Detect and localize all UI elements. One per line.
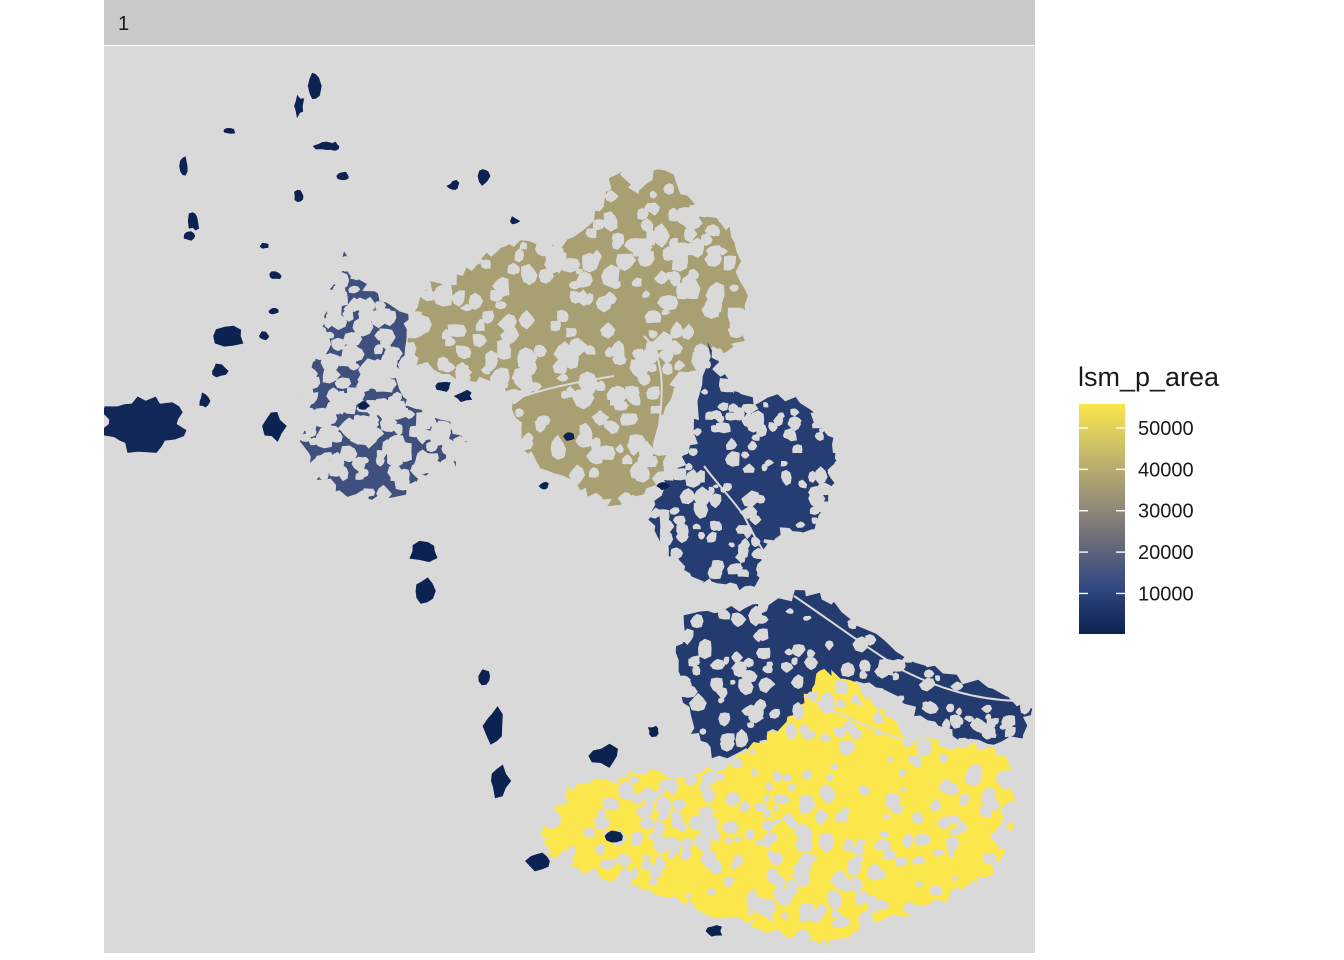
east-river-patch-gaps xyxy=(649,360,846,580)
road-line xyxy=(523,375,615,397)
legend-title: lsm_p_area xyxy=(1078,362,1220,392)
facet-strip: 1 xyxy=(104,0,1035,45)
road-line xyxy=(803,695,925,747)
legend: lsm_p_area 10000 20000 30000 40000 50000 xyxy=(1078,362,1318,652)
road-line xyxy=(643,335,663,427)
colorbar-tick-label: 30000 xyxy=(1138,501,1194,523)
legend-colorbar: 10000 20000 30000 40000 50000 xyxy=(1079,404,1194,634)
colorbar-tick-label: 10000 xyxy=(1138,583,1194,605)
colorbar-tick-label: 50000 xyxy=(1138,418,1194,440)
map-panel xyxy=(104,46,1035,953)
north-central-patch-gaps xyxy=(403,183,749,505)
colorbar-gradient xyxy=(1079,404,1125,634)
colorbar-ticks: 10000 20000 30000 40000 50000 xyxy=(1079,418,1194,605)
colorbar-tick-label: 40000 xyxy=(1138,459,1194,481)
facet-label: 1 xyxy=(118,13,130,35)
road-line xyxy=(703,465,785,577)
west-central-patch-gaps xyxy=(294,256,469,503)
colorbar-tick-label: 20000 xyxy=(1138,542,1194,564)
far-west-patch xyxy=(104,396,187,453)
south-central-patch-gaps xyxy=(674,597,1031,753)
road-line xyxy=(793,595,1025,702)
south-east-patch-gaps xyxy=(544,680,1019,947)
patch-layer xyxy=(104,72,1033,947)
